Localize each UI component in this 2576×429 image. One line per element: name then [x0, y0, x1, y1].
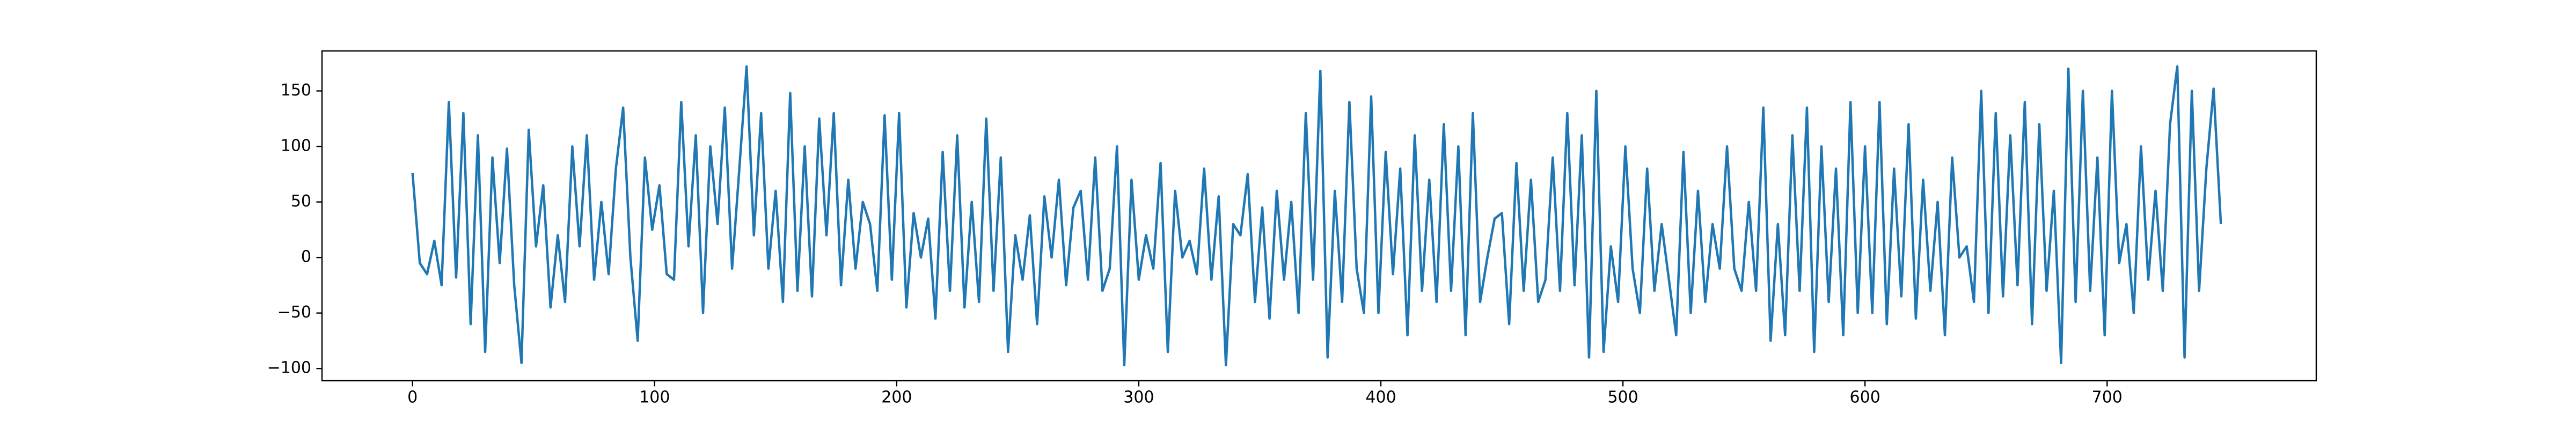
y-tick-label: 0: [301, 248, 311, 267]
x-tick-label: 0: [407, 388, 418, 407]
x-tick-label: 500: [1607, 388, 1638, 407]
axes-frame: [321, 50, 2317, 382]
y-tick-label: −100: [267, 359, 311, 378]
x-tick-label: 200: [881, 388, 912, 407]
y-tick-label: −50: [277, 303, 311, 322]
x-tick-label: 400: [1365, 388, 1396, 407]
data-line: [411, 65, 2222, 367]
y-tick-label: 150: [281, 81, 311, 100]
x-tick-label: 100: [639, 388, 670, 407]
x-tick-label: 300: [1123, 388, 1154, 407]
y-tick-label: 50: [291, 192, 311, 211]
x-tick-label: 700: [2092, 388, 2123, 407]
x-tick-label: 600: [1850, 388, 1880, 407]
y-tick-label: 100: [281, 137, 311, 156]
